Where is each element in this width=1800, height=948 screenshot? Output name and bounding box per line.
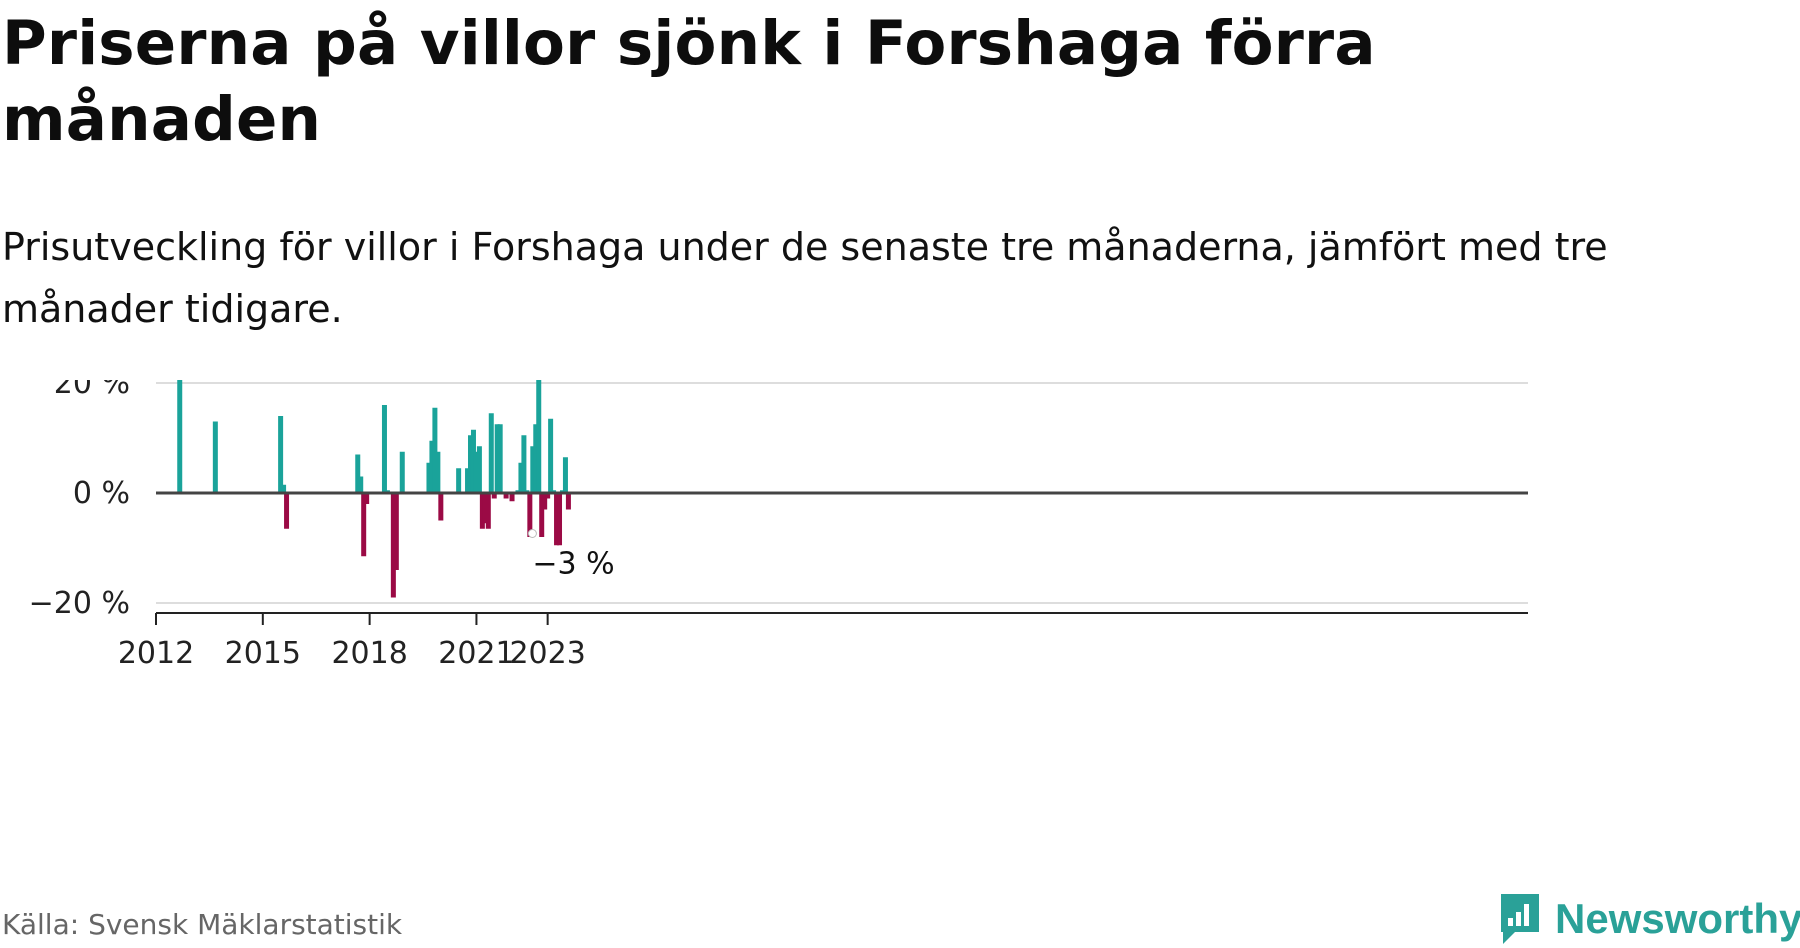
bars (177, 380, 571, 598)
bar (432, 407, 438, 493)
bar (527, 493, 533, 537)
bar (545, 493, 551, 499)
bar (281, 484, 287, 493)
bar (554, 493, 560, 546)
bar (465, 468, 471, 493)
bar (482, 493, 488, 524)
bar (491, 493, 497, 499)
bar (476, 446, 482, 493)
bar (548, 418, 554, 493)
x-tick-label: 2021 (438, 636, 514, 671)
bar (521, 435, 527, 493)
bar (284, 493, 290, 529)
bar (361, 493, 367, 557)
bar (536, 380, 542, 493)
chart-subtitle: Prisutveckling för villor i Forshaga und… (2, 225, 1608, 331)
bar (426, 462, 432, 493)
bar (399, 451, 405, 493)
bar (435, 451, 441, 493)
newsworthy-logo: Newsworthy (1497, 890, 1800, 948)
bar (364, 493, 370, 504)
bar (429, 440, 435, 493)
bar (497, 424, 503, 493)
y-tick-label: −20 % (29, 586, 130, 621)
bar (503, 493, 509, 499)
bar (509, 493, 515, 502)
bar (533, 424, 539, 493)
last-value-label: −3 % (532, 547, 614, 582)
logo-text: Newsworthy (1555, 895, 1800, 942)
x-tick-label: 2015 (225, 636, 301, 671)
bar (473, 451, 479, 493)
axes (155, 491, 1528, 625)
bar (278, 416, 284, 493)
bar (542, 493, 548, 510)
bar (390, 493, 396, 598)
bar (177, 380, 183, 493)
bar (212, 421, 218, 493)
bar (485, 493, 491, 529)
bar (468, 435, 474, 493)
bar (479, 493, 485, 529)
bar (518, 462, 524, 493)
bar (488, 413, 494, 493)
source-note: Källa: Svensk Mäklarstatistik (2, 908, 403, 941)
bar (456, 468, 462, 493)
bar (393, 493, 399, 570)
bar (381, 405, 387, 493)
bar (494, 424, 500, 493)
bar (557, 493, 563, 546)
bar (530, 446, 536, 493)
bar (539, 493, 545, 537)
grid-lines (156, 382, 1528, 604)
bar (438, 493, 444, 521)
last-value-marker (527, 529, 537, 538)
x-tick-label: 2023 (509, 636, 585, 671)
bar (470, 429, 476, 493)
bar (565, 493, 571, 510)
bar (562, 457, 568, 493)
y-tick-label: 0 % (73, 476, 130, 511)
bar-chart-icon (1501, 894, 1539, 944)
y-tick-label: 20 % (54, 380, 130, 401)
x-tick-label: 2012 (118, 636, 194, 671)
chart-title: Priserna på villor sjönk i Forshaga förr… (2, 8, 1376, 155)
bar (358, 476, 364, 493)
bar (355, 454, 361, 493)
x-tick-label: 2018 (331, 636, 407, 671)
